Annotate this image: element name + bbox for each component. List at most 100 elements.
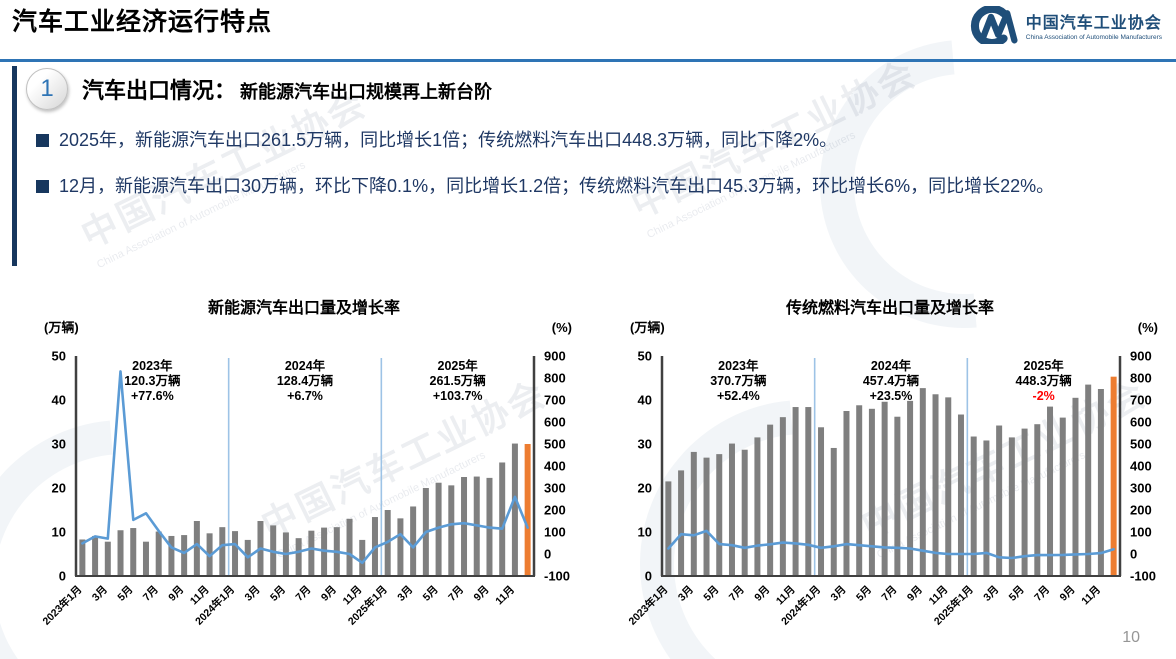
left-axis-tick-label: 40 [52, 393, 66, 408]
bar [805, 407, 812, 576]
bar [359, 539, 366, 576]
x-axis-tick-label: 3月 [676, 584, 696, 604]
annotation-year: 2023年 [718, 358, 759, 373]
right-axis-tick-label: 600 [1130, 415, 1152, 430]
page-number: 10 [1122, 629, 1140, 646]
growth-line [667, 529, 1115, 560]
chart-nev-canvas: (万辆) (%) 50 40 30 20 10 0 900 800 700 600 500 400 300 2… [24, 314, 584, 644]
growth-line [81, 370, 529, 565]
bar [232, 531, 239, 576]
bar [219, 527, 226, 576]
chart-canvas-svg: (万辆) (%)504030201009008007006005004003002… [626, 320, 1158, 628]
left-axis-tick-label: 0 [59, 569, 66, 584]
x-axis-tick-label: 3月 [243, 584, 263, 604]
bar [499, 462, 506, 576]
annotation-growth: +23.5% [870, 389, 913, 403]
annotation-year: 2024年 [285, 358, 326, 373]
chart-title: 新能源汽车出口量及增长率 [207, 300, 400, 317]
annotation-total: 448.3万辆 [1016, 373, 1073, 388]
caam-logo: 中国汽车工业协会 China Association of Automobile… [964, 6, 1162, 44]
chart-nev-exports: 新能源汽车出口量及增长率 (万辆) (%) 50 40 30 20 10 0 900 800 700… [24, 294, 584, 644]
x-axis-tick-label: 5月 [701, 584, 721, 604]
right-axis-tick-label: 500 [544, 437, 566, 452]
x-axis-tick-label: 5月 [1007, 584, 1027, 604]
bar [1047, 406, 1054, 576]
x-axis-tick-label: 7月 [446, 584, 466, 604]
bar [932, 394, 939, 576]
chart-fuel-exports: 传统燃料汽车出口量及增长率 (万辆) (%) 50 40 30 20 10 0 900 800 70… [610, 294, 1170, 644]
annotation-growth: +52.4% [717, 389, 760, 403]
annotation-year: 2025年 [1024, 358, 1065, 373]
bar [970, 436, 977, 576]
x-axis-tick-label: 7月 [141, 584, 161, 604]
bar [856, 405, 863, 576]
bullet-text: 2025年，新能源汽车出口261.5万辆，同比增长1倍；传统燃料汽车出口448.… [59, 130, 838, 150]
x-axis-tick-label: 2023年1月 [626, 583, 671, 628]
charts-row: 新能源汽车出口量及增长率 (万辆) (%) 50 40 30 20 10 0 900 800 700… [0, 294, 1176, 654]
left-axis-tick-label: 10 [638, 525, 652, 540]
right-axis-tick-label: 300 [1130, 481, 1152, 496]
bar [308, 530, 315, 576]
right-axis-tick-label: -100 [1130, 569, 1156, 584]
right-axis-tick-label: 800 [1130, 371, 1152, 386]
right-axis-tick-label: 800 [544, 371, 566, 386]
bullet-item: 12月，新能源汽车出口30万辆，环比下降0.1%，同比增长1.2倍；传统燃料汽车… [36, 172, 1152, 202]
right-axis-tick-label: 600 [544, 415, 566, 430]
right-axis-tick-label: 900 [544, 349, 566, 364]
x-axis-tick-label: 9月 [905, 584, 925, 604]
bar [703, 457, 710, 576]
bullet-item: 2025年，新能源汽车出口261.5万辆，同比增长1倍；传统燃料汽车出口448.… [36, 126, 1152, 156]
bar [1008, 437, 1015, 576]
bar [868, 408, 875, 576]
x-axis-tick-label: 9月 [472, 584, 492, 604]
left-axis-tick-label: 30 [52, 437, 66, 452]
bullet-text: 12月，新能源汽车出口30万辆，环比下降0.1%，同比增长1.2倍；传统燃料汽车… [59, 175, 1055, 196]
right-axis-unit: (%) [552, 320, 572, 335]
bar [130, 528, 137, 576]
right-axis-tick-label: 0 [1130, 547, 1137, 562]
x-axis-tick-label: 5月 [854, 584, 874, 604]
left-axis-tick-label: 20 [638, 481, 652, 496]
summary-bullets: 2025年，新能源汽车出口261.5万辆，同比增长1倍；传统燃料汽车出口448.… [36, 126, 1152, 217]
left-axis-tick-label: 40 [638, 393, 652, 408]
section-number-badge: 1 [26, 68, 68, 110]
annotation-growth: +77.6% [131, 389, 174, 403]
bar [1034, 424, 1041, 576]
chart-canvas-svg: (万辆) (%)504030201009008007006005004003002… [40, 320, 572, 628]
x-axis-tick-label: 11月 [1079, 584, 1103, 608]
annotation-year: 2024年 [871, 358, 912, 373]
bar [945, 397, 952, 576]
bar [193, 521, 200, 576]
left-axis-tick-label: 30 [638, 437, 652, 452]
annotation-total: 457.4万辆 [863, 373, 920, 388]
bar [181, 535, 188, 576]
bar [142, 541, 149, 576]
x-axis-tick-label: 3月 [981, 584, 1001, 604]
bar [741, 449, 748, 576]
left-axis-tick-label: 10 [52, 525, 66, 540]
right-axis-tick-label: 200 [1130, 503, 1152, 518]
right-axis-unit: (%) [1138, 320, 1158, 335]
bar [511, 443, 518, 576]
left-axis-tick-label: 50 [52, 349, 66, 364]
bar [1097, 389, 1104, 576]
annotation-year: 2023年 [132, 358, 173, 373]
bar [830, 447, 837, 576]
x-axis-tick-label: 3月 [395, 584, 415, 604]
bar [919, 388, 926, 576]
caam-logo-icon [970, 6, 1018, 44]
bar [792, 407, 799, 576]
annotation-total: 128.4万辆 [277, 373, 334, 388]
section-subtitle: 新能源汽车出口规模再上新台阶 [240, 82, 493, 102]
bar [907, 400, 914, 576]
title-divider [0, 59, 1176, 62]
bar [295, 538, 302, 576]
bar [435, 482, 442, 576]
bar [448, 485, 455, 576]
left-axis-tick-label: 50 [638, 349, 652, 364]
bar [716, 454, 723, 576]
annotation-total: 261.5万辆 [430, 373, 487, 388]
section-number: 1 [40, 75, 54, 102]
right-axis-tick-label: 100 [1130, 525, 1152, 540]
bar [894, 416, 901, 576]
